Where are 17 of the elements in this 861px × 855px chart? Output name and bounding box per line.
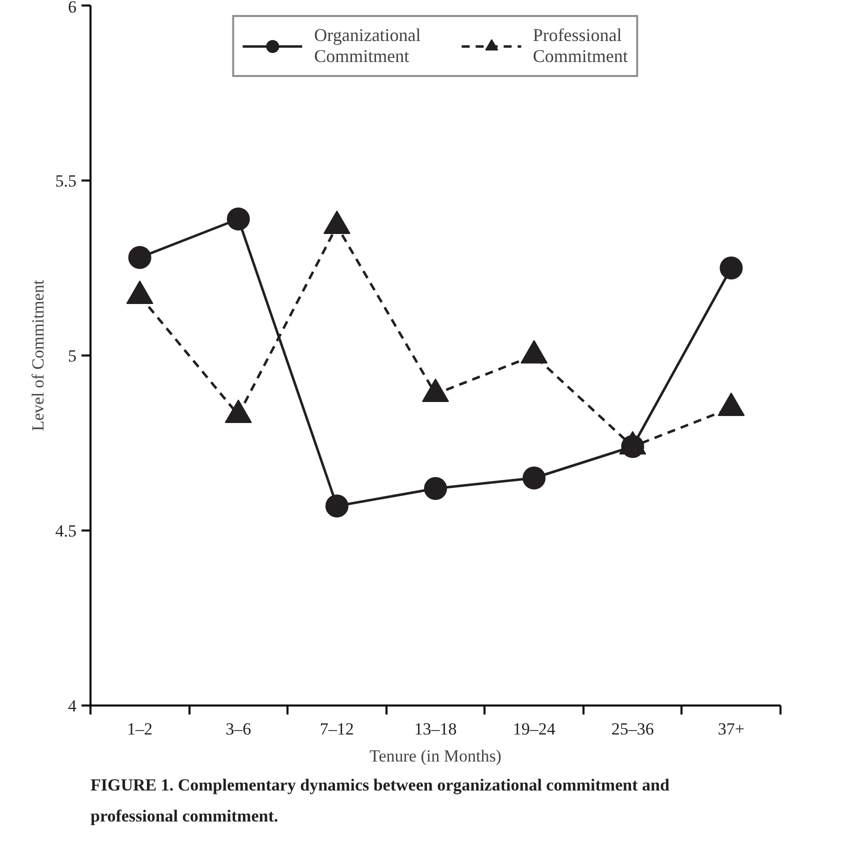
y-tick-label: 5 [68,346,76,366]
y-tick-label: 6 [68,0,76,16]
x-axis-title: Tenure (in Months) [370,746,502,766]
x-tick-label: 37+ [718,720,745,738]
y-axis-title: Level of Commitment [28,280,48,432]
caption: FIGURE 1. Complementary dynamics between organizational commitment and professional commitment. [90,776,670,826]
x-tick-label: 25–36 [611,720,654,738]
x-tick-label: 3–6 [226,720,252,738]
x-tick-label: 13–18 [414,720,457,738]
x-tick-label: 7–12 [320,720,354,738]
y-tick-label: 4.5 [55,522,76,540]
legend-label: Professional Commitment [532,25,628,67]
y-tick-label: 5.5 [55,172,76,190]
y-tick-label: 4 [68,696,77,716]
x-tick-label: 19–24 [512,720,556,738]
x-tick-label: 1–2 [127,720,153,738]
legend-label: Organizational Commitment [314,25,421,67]
